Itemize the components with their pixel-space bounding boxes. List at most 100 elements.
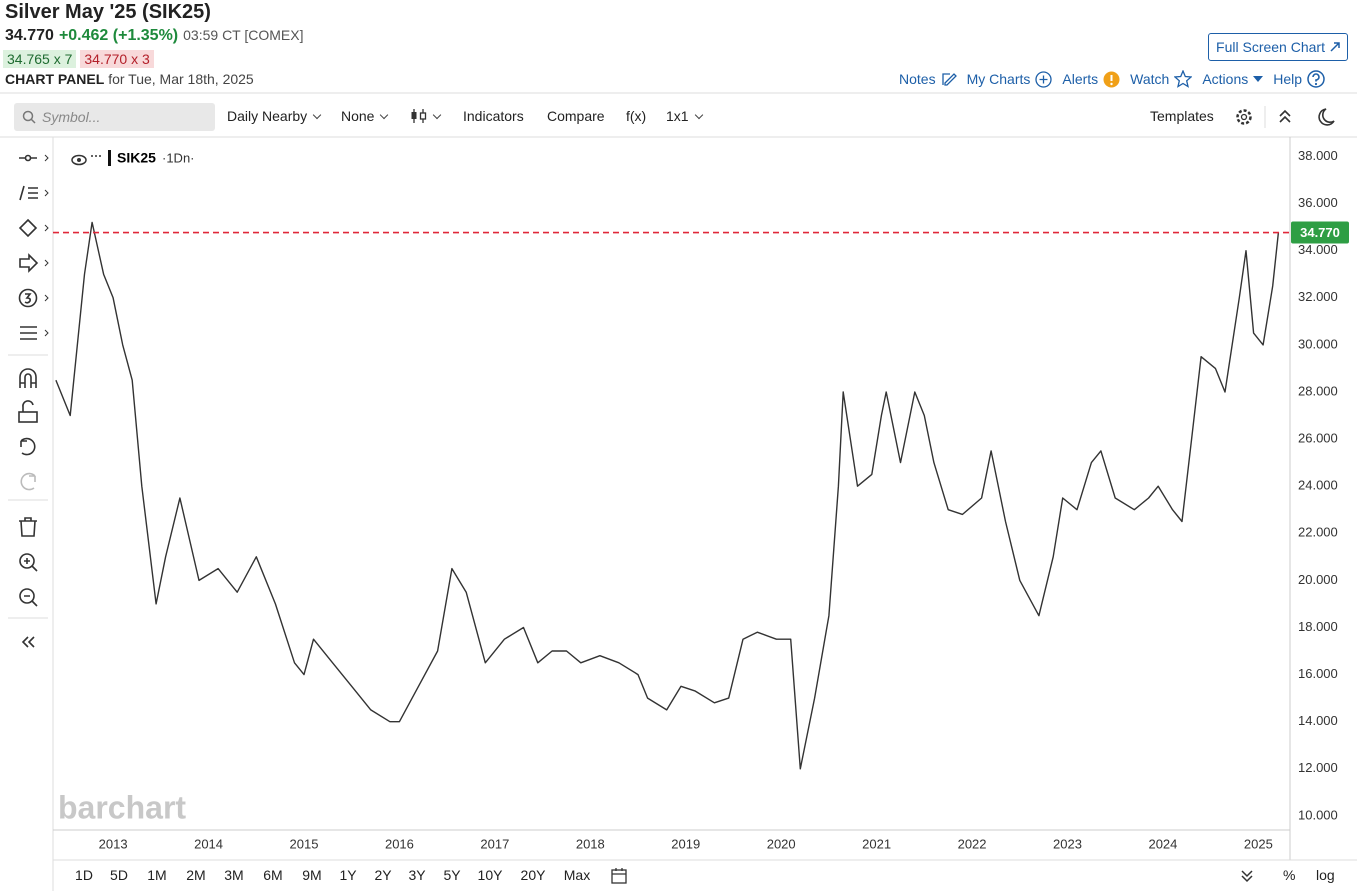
icon: [1174, 70, 1193, 88]
lock-icon: [22, 400, 34, 412]
period-button[interactable]: 10Y: [477, 867, 503, 883]
toolbar-icons: [1236, 106, 1335, 128]
y-tick-label: 18.000: [1298, 619, 1338, 634]
log-toggle[interactable]: log: [1316, 867, 1335, 883]
link-label: Watch: [1130, 71, 1170, 87]
templates-button[interactable]: Templates: [1150, 108, 1214, 124]
period-button[interactable]: 2M: [186, 867, 206, 883]
zoom-out-icon: [24, 595, 38, 607]
search-icon: [22, 110, 36, 124]
tool-icon[interactable]: [19, 185, 38, 201]
settings-icon[interactable]: [1236, 109, 1252, 125]
period-bar: 1D 5D 1M 2M 3M 6M 9M 1Y 2Y 3Y 5Y 10Y 20Y Max: [0, 866, 700, 886]
actions-link[interactable]: Actions: [1202, 70, 1264, 88]
top-links: Notes My Charts Alerts Watch Actions Hel…: [899, 70, 1325, 88]
icon: [1035, 70, 1053, 88]
settings-icon: [1240, 113, 1248, 121]
delete-icon[interactable]: [19, 517, 37, 537]
period-button[interactable]: Max: [563, 867, 591, 883]
toolbar-label: Daily Nearby: [227, 108, 308, 124]
toolbar-label: f(x): [626, 108, 647, 124]
overlay-select[interactable]: None: [341, 108, 389, 124]
layout-select[interactable]: 1x1: [666, 108, 703, 124]
indicators-button[interactable]: Indicators: [463, 108, 524, 124]
period-button[interactable]: 3Y: [408, 867, 426, 883]
y-tick-label: 24.000: [1298, 478, 1338, 493]
tool-icon[interactable]: [20, 326, 37, 340]
lock-icon[interactable]: [18, 411, 38, 423]
percent-toggle[interactable]: %: [1283, 867, 1296, 883]
tool-icon[interactable]: [18, 288, 38, 308]
last-price-label: 34.770: [1300, 225, 1340, 240]
collapse-icon[interactable]: [21, 636, 35, 648]
full-screen-label: Full Screen Chart: [1216, 39, 1325, 55]
theme-icon[interactable]: [1318, 108, 1335, 126]
link-label: Help: [1273, 71, 1303, 87]
my-charts-link[interactable]: My Charts: [967, 70, 1053, 88]
y-tick-label: 26.000: [1298, 431, 1338, 446]
period-button[interactable]: 1D: [75, 867, 93, 883]
x-tick-label: 2025: [1244, 836, 1273, 851]
zoom-out-icon[interactable]: [19, 588, 35, 604]
magnet-icon[interactable]: [19, 368, 37, 388]
tool-icon[interactable]: [18, 218, 38, 238]
panel-label: CHART PANEL: [5, 71, 105, 87]
period-button[interactable]: 2Y: [374, 867, 392, 883]
y-tick-label: 34.000: [1298, 242, 1338, 257]
period-button[interactable]: 5D: [110, 867, 128, 883]
x-tick-label: 2013: [99, 836, 128, 851]
eye-icon[interactable]: [71, 154, 87, 166]
full-screen-button[interactable]: Full Screen Chart: [1208, 33, 1348, 61]
expand-icon[interactable]: [1241, 869, 1253, 883]
legend: SIK25 ·1Dn·: [71, 150, 195, 166]
icon: [941, 73, 957, 86]
x-tick-label: 2022: [958, 836, 987, 851]
toolbar-label: Indicators: [463, 108, 524, 124]
period-select[interactable]: Daily Nearby: [227, 108, 322, 124]
series-swatch: [108, 150, 111, 166]
last-price-tag: [1291, 221, 1349, 244]
period-button[interactable]: 9M: [302, 867, 322, 883]
link-label: Actions: [1202, 71, 1249, 87]
period-button[interactable]: 1Y: [339, 867, 357, 883]
x-tick-label: 2024: [1148, 836, 1177, 851]
x-tick-label: 2023: [1053, 836, 1082, 851]
zoom-in-icon[interactable]: [19, 553, 35, 569]
external-icon: [1330, 42, 1340, 52]
y-tick-label: 10.000: [1298, 807, 1338, 822]
icon: [1253, 76, 1264, 82]
bid: 34.765 x 7: [3, 50, 77, 68]
period-button[interactable]: 20Y: [520, 867, 546, 883]
calendar-icon[interactable]: [611, 867, 627, 884]
period-button[interactable]: 3M: [224, 867, 244, 883]
tool-icon[interactable]: [19, 253, 39, 273]
last-price: 34.770: [5, 27, 54, 44]
chart-type-select[interactable]: [410, 108, 442, 124]
function-button[interactable]: f(x): [626, 108, 646, 124]
period-button[interactable]: 1M: [147, 867, 167, 883]
help-link[interactable]: Help: [1273, 70, 1325, 88]
x-tick-label: 2018: [576, 836, 605, 851]
compare-button[interactable]: Compare: [547, 108, 605, 124]
redo-icon[interactable]: [20, 472, 36, 491]
collapse-icon[interactable]: [1279, 109, 1291, 123]
period-button[interactable]: 5Y: [443, 867, 461, 883]
undo-icon[interactable]: [20, 437, 36, 456]
toolbar-label: 1x1: [666, 108, 689, 124]
toolbar-label: Compare: [547, 108, 605, 124]
icon: [1103, 71, 1120, 87]
y-tick-label: 38.000: [1298, 148, 1338, 163]
sidebar: [8, 154, 49, 648]
panel-info: CHART PANEL for Tue, Mar 18th, 2025: [5, 71, 254, 87]
legend-interval: ·1Dn·: [162, 150, 195, 165]
dots: [95, 155, 97, 157]
watch-link[interactable]: Watch: [1130, 70, 1193, 88]
symbol-input[interactable]: Symbol...: [14, 103, 215, 131]
quote-row: 34.770 +0.462 (+1.35%) 03:59 CT [COMEX]: [5, 27, 303, 45]
period-button[interactable]: 6M: [263, 867, 283, 883]
notes-link[interactable]: Notes: [899, 70, 957, 88]
x-tick-label: 2016: [385, 836, 414, 851]
alerts-link[interactable]: Alerts: [1062, 70, 1120, 88]
